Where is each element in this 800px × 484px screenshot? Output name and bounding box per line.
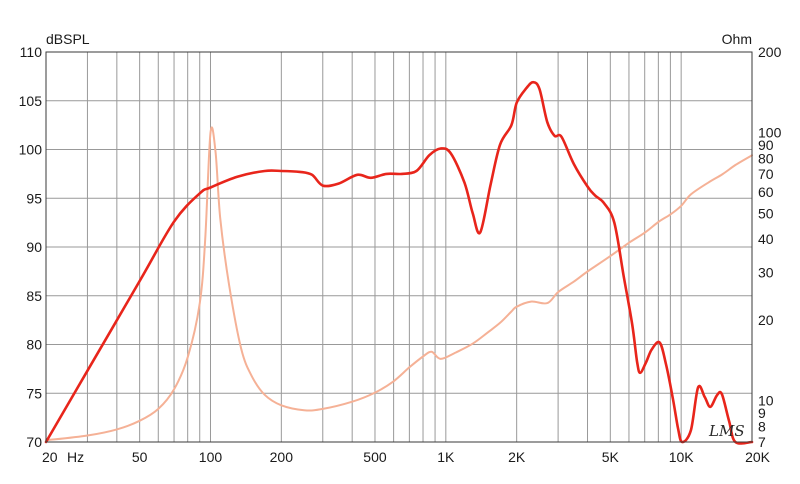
y-tick-label: 80 [26, 337, 42, 353]
x-tick-label: 50 [132, 449, 148, 465]
y2-tick-label: 30 [758, 265, 774, 281]
y2-tick-label: 8 [758, 418, 766, 434]
lms-watermark: LMS [708, 422, 745, 440]
y2-tick-label: 60 [758, 184, 774, 200]
y2-axis-unit-label: Ohm [722, 31, 752, 47]
y-tick-label: 85 [26, 288, 42, 304]
y2-tick-label: 20 [758, 312, 774, 328]
y-tick-label: 75 [26, 385, 42, 401]
y-tick-label: 110 [20, 44, 43, 60]
y-tick-label: 100 [19, 142, 43, 158]
x-axis-unit-label: Hz [67, 449, 84, 465]
x-tick-label: 20K [745, 449, 771, 465]
x-tick-label: 5K [602, 449, 620, 465]
y2-tick-label: 7 [758, 434, 766, 450]
plot-frame [45, 51, 753, 443]
x-tick-label: 100 [199, 449, 223, 465]
y-axis-unit-label: dBSPL [46, 31, 90, 47]
spl-curve-layer [44, 80, 754, 445]
x-tick-labels: 20 50 100 200 500 1K 2K 5K 10K 20K [42, 449, 771, 465]
y2-tick-label: 100 [758, 125, 782, 141]
x-tick-label: 20 [42, 449, 58, 465]
y-tick-label: 90 [26, 239, 42, 255]
y2-tick-label: 90 [758, 137, 774, 153]
y2-tick-label: 40 [758, 231, 774, 247]
y2-tick-label: 50 [758, 205, 774, 221]
y2-tick-label: 10 [758, 393, 774, 409]
impedance-curve [45, 126, 753, 442]
y-tick-labels: 110 105 100 95 90 85 80 75 70 [19, 44, 43, 450]
y2-tick-label: 70 [758, 166, 774, 182]
x-tick-label: 10K [669, 449, 695, 465]
y-tick-label: 95 [26, 190, 42, 206]
spl-curve [44, 80, 754, 445]
y2-tick-label: 200 [758, 44, 782, 60]
y-tick-label: 70 [26, 434, 42, 450]
y2-tick-label: 9 [758, 405, 766, 421]
y2-tick-label: 80 [758, 151, 774, 167]
x-tick-label: 2K [508, 449, 526, 465]
x-tick-label: 200 [270, 449, 294, 465]
x-tick-label: 1K [437, 449, 455, 465]
x-tick-label: 500 [363, 449, 387, 465]
impedance-curve-layer [45, 126, 753, 442]
grid [46, 52, 752, 442]
y-tick-label: 105 [19, 93, 43, 109]
